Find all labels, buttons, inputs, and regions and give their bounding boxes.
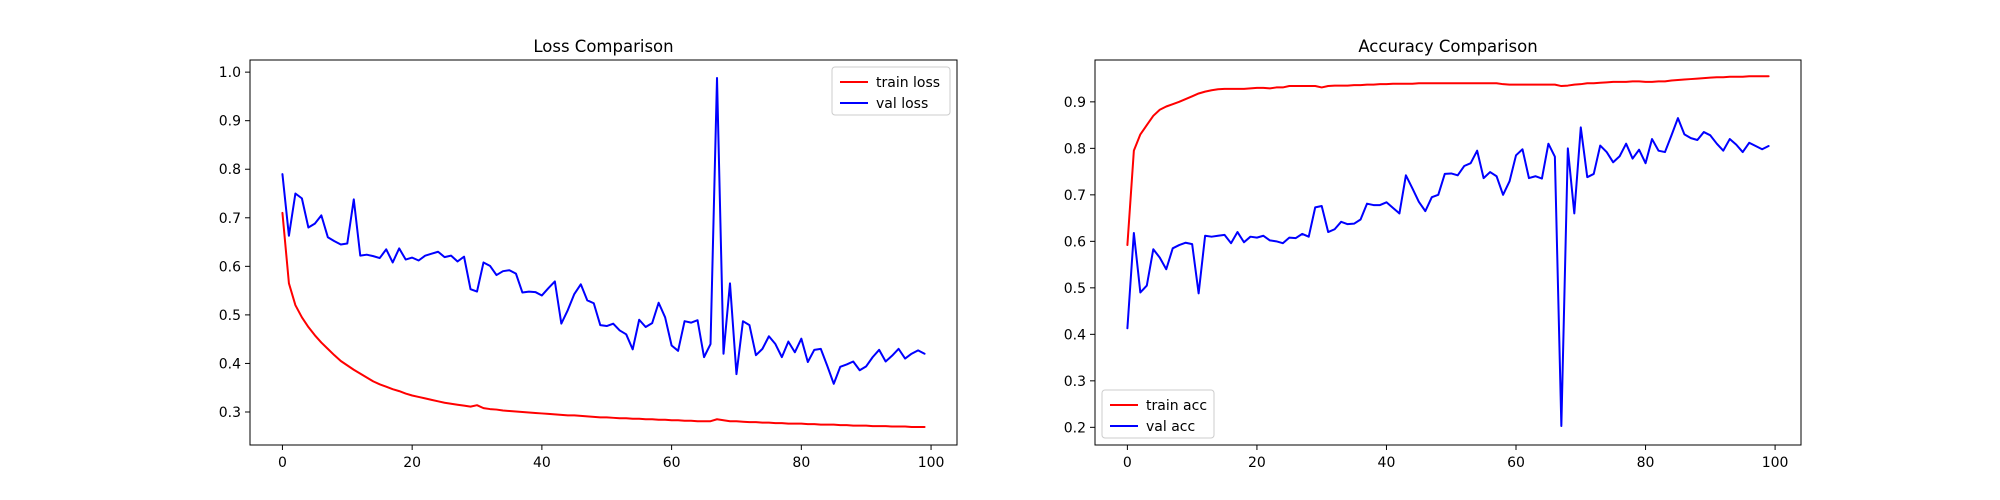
loss-y-tick-label: 0.4 [219, 356, 241, 372]
accuracy-y-tick-label: 0.8 [1064, 141, 1086, 157]
loss-x-tick-label: 20 [403, 455, 421, 471]
accuracy-x-tick-label: 0 [1123, 455, 1132, 471]
accuracy-y-tick-label: 0.6 [1064, 234, 1086, 250]
accuracy-x-tick-label: 20 [1248, 455, 1266, 471]
accuracy-chart: Accuracy Comparison 0 20 40 60 80 100 0.20.30… [1064, 37, 1802, 471]
loss-x-tick-label: 100 [918, 455, 945, 471]
accuracy-y-axis: 0.2 0.3 0.4 0.5 0.6 0.7 0.8 0.9 [1064, 95, 1095, 436]
accuracy-y-tick-label: 0.7 [1064, 188, 1086, 204]
accuracy-x-tick-label: 100 [1762, 455, 1789, 471]
accuracy-x-tick-label: 60 [1507, 455, 1525, 471]
loss-y-tick-label: 0.8 [219, 162, 241, 178]
loss-axes-frame [249, 59, 958, 446]
loss-legend: train loss val loss [831, 66, 951, 116]
loss-chart-title: Loss Comparison [533, 37, 673, 56]
accuracy-legend: train acc val acc [1101, 389, 1215, 439]
loss-series-lines [281, 76, 926, 429]
loss-y-tick-label: 0.5 [219, 308, 241, 324]
loss-x-tick-label: 60 [663, 455, 681, 471]
loss-chart: Loss Comparison 0 20 40 60 80 100 0.30.40.50.… [219, 37, 958, 471]
loss-y-tick-label: 1.0 [219, 65, 241, 81]
accuracy-y-tick-label: 0.4 [1064, 327, 1086, 343]
legend-label-val-acc: val acc [1146, 419, 1195, 435]
accuracy-line-train-acc [1126, 75, 1770, 247]
loss-x-axis: 0 20 40 60 80 100 [278, 445, 944, 471]
loss-line-train-loss [281, 211, 926, 429]
loss-x-tick-label: 0 [278, 455, 287, 471]
accuracy-series-lines [1126, 75, 1770, 427]
loss-y-tick-label: 0.3 [219, 405, 241, 421]
legend-label-val-loss: val loss [876, 96, 928, 112]
loss-line-val-loss [281, 76, 926, 385]
loss-y-axis: 0.3 0.4 0.5 0.6 0.7 0.8 0.9 1.0 [219, 65, 250, 421]
loss-y-tick-label: 0.9 [219, 114, 241, 130]
accuracy-y-tick-label: 0.5 [1064, 281, 1086, 297]
legend-label-train-acc: train acc [1146, 398, 1207, 414]
accuracy-x-axis: 0 20 40 60 80 100 [1123, 445, 1789, 471]
accuracy-line-val-acc [1126, 117, 1770, 427]
accuracy-y-tick-label: 0.2 [1064, 420, 1086, 436]
accuracy-chart-title: Accuracy Comparison [1358, 37, 1537, 56]
loss-y-tick-label: 0.7 [219, 211, 241, 227]
loss-x-tick-label: 40 [533, 455, 551, 471]
loss-x-tick-label: 80 [792, 455, 810, 471]
legend-label-train-loss: train loss [876, 75, 940, 91]
accuracy-y-tick-label: 0.3 [1064, 374, 1086, 390]
loss-y-tick-label: 0.6 [219, 259, 241, 275]
accuracy-axes-frame [1094, 59, 1802, 446]
accuracy-x-tick-label: 80 [1637, 455, 1655, 471]
accuracy-x-tick-label: 40 [1378, 455, 1396, 471]
accuracy-y-tick-label: 0.9 [1064, 95, 1086, 111]
